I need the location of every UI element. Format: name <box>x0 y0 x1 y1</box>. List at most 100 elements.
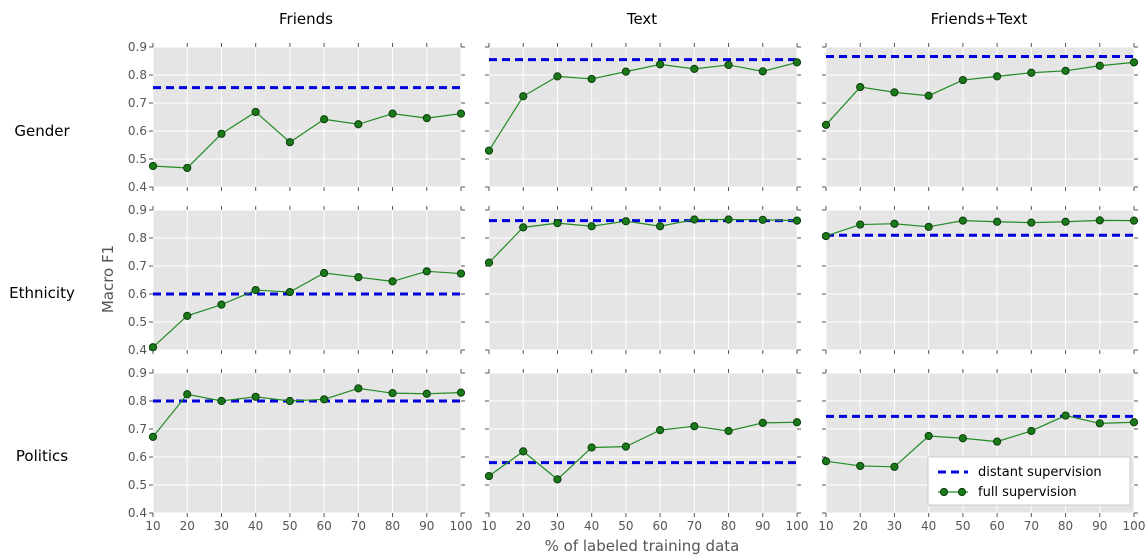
full-supervision-point <box>724 60 733 70</box>
full-supervision-point <box>621 67 630 76</box>
full-supervision-point <box>1027 426 1036 436</box>
x-tick-label: 70 <box>351 519 366 533</box>
full-supervision-point <box>993 437 1002 446</box>
full-supervision-point <box>388 389 397 398</box>
y-tick-label: 0.7 <box>128 259 147 273</box>
full-supervision-point <box>924 222 933 231</box>
x-tick-label: 100 <box>786 519 809 533</box>
full-supervision-point <box>690 215 699 224</box>
full-supervision-point <box>251 392 260 401</box>
x-tick-label: 90 <box>1092 519 1107 533</box>
legend-full-swatch-marker <box>957 487 967 497</box>
y-tick-label: 0.5 <box>128 478 147 492</box>
x-tick-label: 80 <box>721 519 736 533</box>
x-tick-label: 20 <box>853 519 868 533</box>
y-tick-label: 0.4 <box>128 506 147 520</box>
full-supervision-point <box>285 138 294 147</box>
x-tick-label: 10 <box>481 519 496 533</box>
x-tick-label: 50 <box>282 519 297 533</box>
full-supervision-point <box>792 216 802 225</box>
full-supervision-point <box>1095 216 1104 225</box>
full-supervision-point <box>958 216 967 225</box>
full-supervision-point <box>1061 217 1070 226</box>
legend-box <box>927 456 1131 506</box>
full-supervision-point <box>422 114 431 123</box>
full-supervision-point <box>1129 418 1139 427</box>
x-tick-label: 40 <box>921 519 936 533</box>
plot-area <box>826 47 1134 187</box>
full-supervision-point <box>792 58 802 67</box>
y-tick-label: 0.5 <box>128 152 147 166</box>
plot-area <box>826 210 1134 350</box>
legend-full-swatch-marker <box>939 487 949 497</box>
full-supervision-point <box>924 431 933 441</box>
full-supervision-point <box>456 109 466 118</box>
full-supervision-point <box>553 72 562 81</box>
plot-area <box>489 210 797 350</box>
panel-gender-friends: 0.4 0.5 0.6 0.7 0.8 0.9 <box>128 40 466 194</box>
full-supervision-point <box>587 74 596 84</box>
y-tick-label: 0.9 <box>128 366 147 380</box>
full-supervision-point <box>484 471 494 481</box>
legend-full-label: full supervision <box>978 485 1077 500</box>
full-supervision-point <box>924 91 933 100</box>
plot-area <box>489 47 797 187</box>
full-supervision-point <box>320 395 329 404</box>
x-tick-label: 80 <box>1058 519 1073 533</box>
full-supervision-point <box>148 161 158 171</box>
full-supervision-point <box>958 434 967 443</box>
full-supervision-point <box>792 418 802 427</box>
panel-politics-friends: 0.4 0.5 0.6 0.7 0.8 0.9 10 20 30 40 50 60 70 80 90 100 <box>128 366 473 533</box>
panel-ethnicity-text <box>484 206 802 354</box>
full-supervision-point <box>217 396 226 406</box>
full-supervision-point <box>148 343 158 352</box>
full-supervision-point <box>656 426 665 435</box>
full-supervision-point <box>993 217 1002 226</box>
legend: distant supervision full supervision <box>927 456 1131 506</box>
plot-area <box>153 373 461 513</box>
plot-area <box>153 210 461 350</box>
x-tick-label: 30 <box>887 519 902 533</box>
full-supervision-line <box>152 270 462 348</box>
panel-politics-friends-text: 10 20 30 40 50 60 70 80 90 100 <box>818 369 1145 533</box>
full-supervision-line <box>825 61 1135 126</box>
full-supervision-point <box>422 267 431 276</box>
y-tick-label: 0.7 <box>128 96 147 110</box>
full-supervision-point <box>320 268 329 278</box>
full-supervision-point <box>724 426 733 436</box>
row-title-politics: Politics <box>16 447 68 465</box>
full-supervision-point <box>758 418 767 427</box>
y-tick-label: 0.6 <box>128 287 147 301</box>
labels-layer: Friends Text Friends+Text Gender Ethnici… <box>9 10 1027 554</box>
x-tick-label: 80 <box>385 519 400 533</box>
x-tick-label: 100 <box>450 519 473 533</box>
full-supervision-point <box>553 219 562 228</box>
full-supervision-point <box>1129 58 1139 67</box>
full-supervision-point <box>993 72 1002 81</box>
full-supervision-point <box>621 217 630 226</box>
full-supervision-point <box>217 129 226 138</box>
full-supervision-line <box>488 421 798 481</box>
full-supervision-point <box>1129 216 1139 225</box>
full-supervision-point <box>621 442 630 451</box>
panel-gender-text <box>484 43 802 191</box>
full-supervision-point <box>484 146 494 155</box>
full-supervision-point <box>320 115 329 124</box>
full-supervision-point <box>354 273 363 282</box>
column-title-text: Text <box>626 10 657 28</box>
y-tick-label: 0.6 <box>128 450 147 464</box>
x-tick-label: 60 <box>989 519 1004 533</box>
full-supervision-point <box>456 388 466 397</box>
full-supervision-line <box>825 219 1135 237</box>
full-supervision-point <box>656 222 665 231</box>
y-tick-label: 0.5 <box>128 315 147 329</box>
full-supervision-point <box>1095 419 1104 428</box>
full-supervision-point <box>251 285 260 295</box>
full-supervision-point <box>856 461 865 471</box>
full-supervision-point <box>285 287 294 297</box>
full-supervision-point <box>484 258 494 267</box>
full-supervision-point <box>690 422 699 431</box>
full-supervision-point <box>856 220 865 229</box>
full-supervision-point <box>1061 66 1070 75</box>
plot-area <box>489 373 797 513</box>
